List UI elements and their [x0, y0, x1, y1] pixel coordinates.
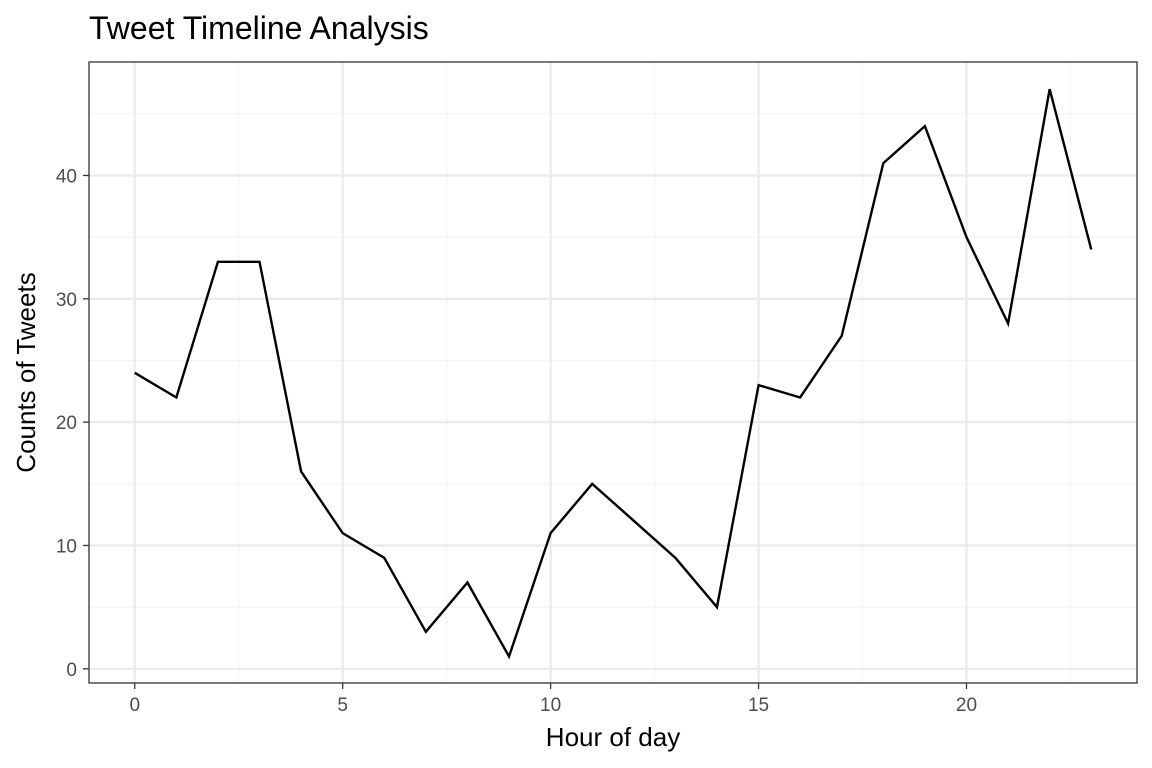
- major-gridlines: [89, 62, 1137, 683]
- y-tick-label: 30: [56, 290, 77, 311]
- series-line: [134, 88, 1093, 660]
- x-tick-label: 5: [337, 695, 348, 716]
- x-axis-ticks: 0 5 10 15 20: [129, 683, 977, 716]
- x-tick-label: 20: [956, 695, 977, 716]
- plot-panel-border: [88, 61, 1138, 684]
- y-axis-ticks: 0 10 20 30 40: [56, 166, 89, 681]
- x-tick-label: 15: [748, 695, 769, 716]
- minor-gridlines: [89, 62, 1137, 683]
- y-tick-label: 0: [66, 660, 77, 681]
- x-tick-label: 0: [129, 695, 140, 716]
- y-tick-label: 40: [56, 166, 77, 187]
- series-lines: [134, 88, 1093, 660]
- y-tick-label: 10: [56, 536, 77, 557]
- y-tick-label: 20: [56, 413, 77, 434]
- chart-title: Tweet Timeline Analysis: [89, 10, 429, 46]
- x-tick-label: 10: [540, 695, 561, 716]
- y-axis-title: Counts of Tweets: [11, 272, 41, 472]
- x-axis-title: Hour of day: [546, 722, 680, 752]
